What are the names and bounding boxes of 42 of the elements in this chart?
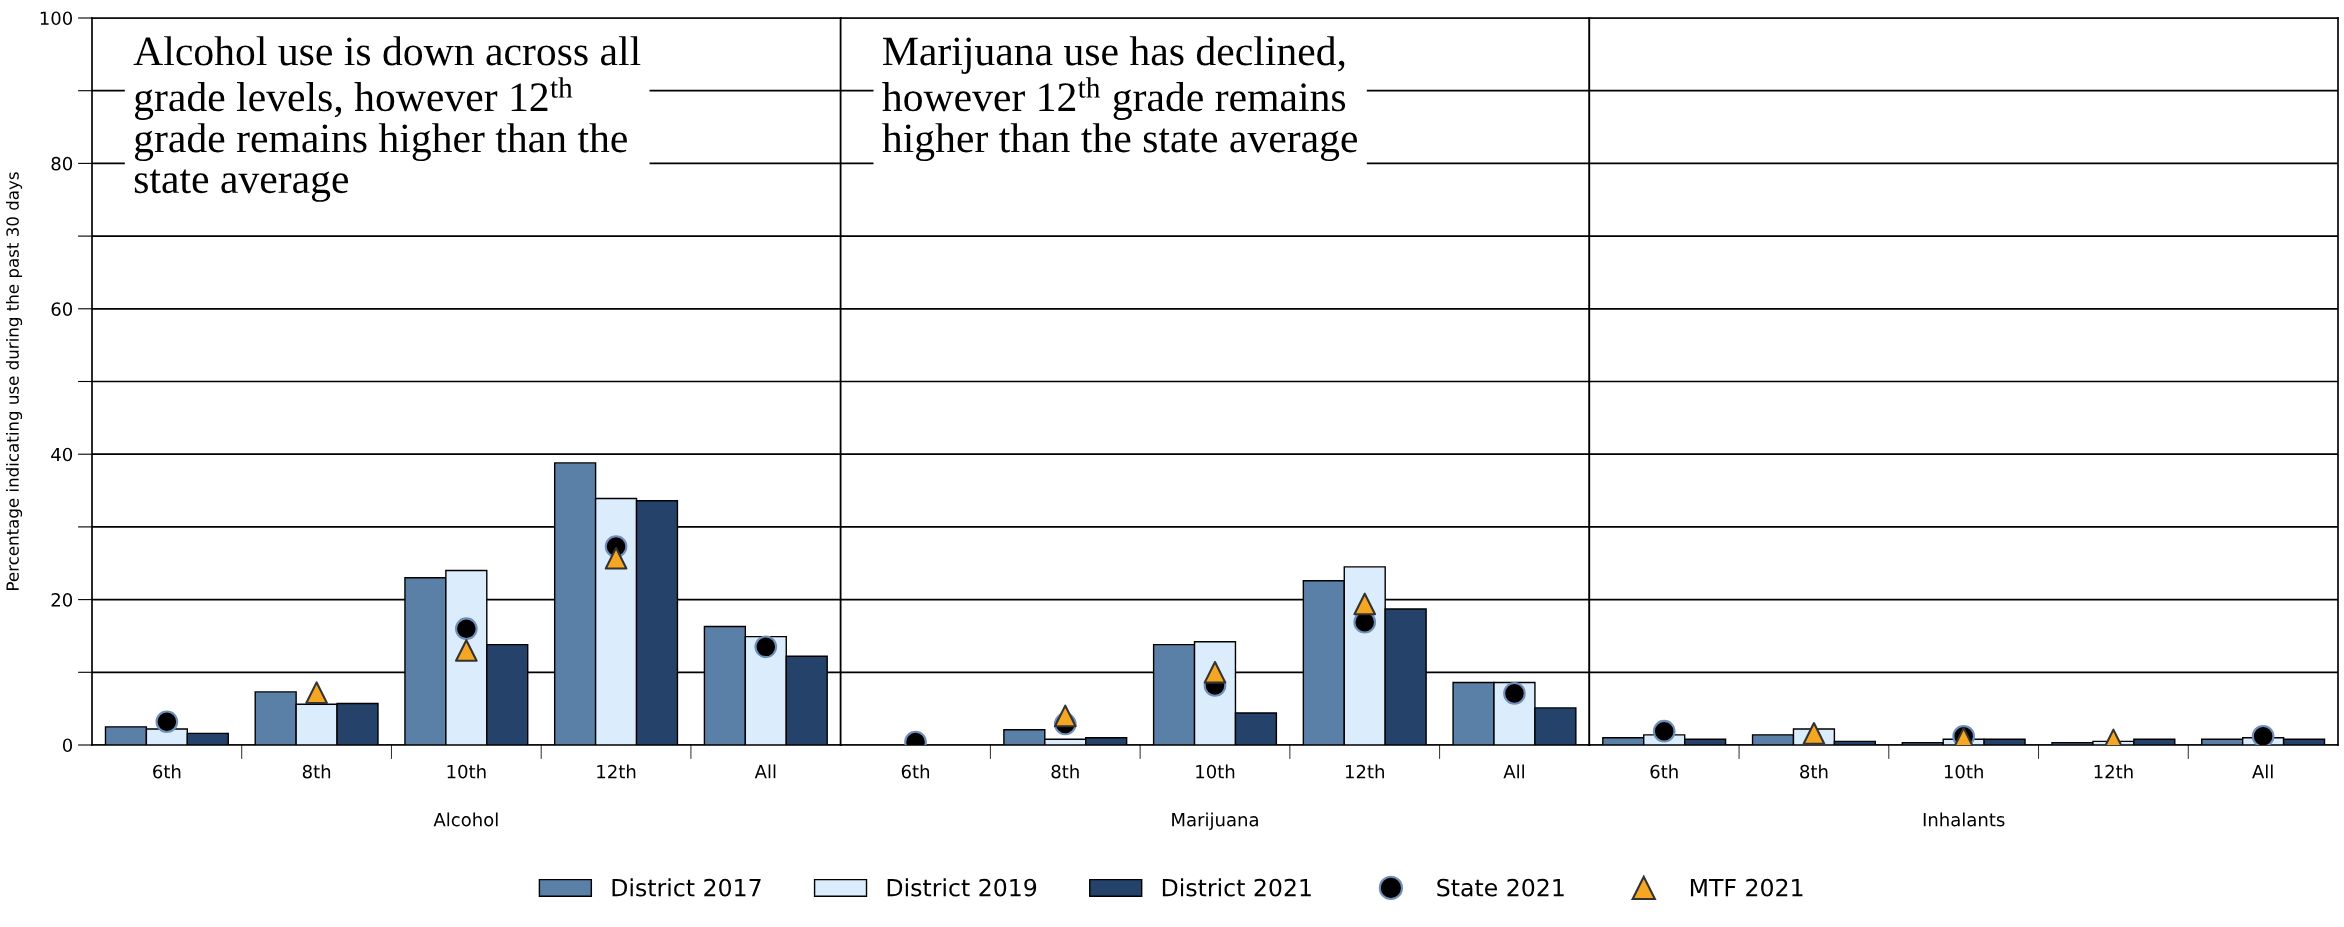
y-tick-label: 80: [51, 156, 73, 171]
y-tick-label: 40: [51, 447, 73, 462]
annotation: Alcohol use is down across all grade levels, however 12$^{th}$ grade remains higher than the state average: [133, 36, 641, 202]
y-tick-label: 100: [40, 11, 73, 26]
legend-label: State 2021: [1437, 878, 1564, 897]
x-tick-label: 8th: [1051, 764, 1079, 779]
x-tick-label: 6th: [1650, 764, 1678, 779]
legend-label: District 2019: [887, 878, 1037, 897]
point: [1353, 592, 1377, 616]
x-tick-label: All: [754, 764, 776, 779]
legend-label: MTF 2021: [1690, 878, 1803, 897]
y-axis-title: Percentage indicating use during the past 30 days: [5, 172, 23, 590]
x-tick-label: 8th: [1800, 764, 1828, 779]
x-tick-label: 12th: [597, 764, 636, 779]
x-axis-title: Marijuana: [1172, 812, 1258, 830]
x-axis-title: Inhalants: [1923, 812, 2005, 827]
x-tick-label: 12th: [2094, 764, 2133, 779]
point: [604, 546, 628, 570]
legend-label: District 2021: [1162, 878, 1311, 897]
legend-label: District 2017: [612, 878, 761, 897]
x-tick-label: All: [2252, 764, 2273, 779]
y-tick-label: 20: [51, 593, 73, 607]
point: [454, 639, 478, 662]
annotation: Marijuana use has declined, however 12$^{th}$ grade remains higher than the state average: [882, 36, 1358, 162]
x-tick-label: 6th: [901, 764, 930, 779]
x-tick-label: 8th: [302, 764, 331, 779]
x-tick-label: 10th: [447, 764, 486, 779]
y-tick-label: 0: [62, 738, 73, 753]
point: [1203, 660, 1227, 684]
x-tick-label: 10th: [1944, 764, 1983, 779]
point: [1503, 682, 1526, 705]
x-tick-label: 10th: [1196, 764, 1235, 779]
x-axis-title: Alcohol: [433, 812, 498, 827]
y-tick-label: 60: [51, 302, 73, 316]
point: [155, 710, 179, 734]
point: [454, 617, 478, 641]
point: [305, 681, 328, 704]
x-tick-label: 6th: [153, 764, 181, 779]
x-tick-label: 12th: [1345, 764, 1384, 779]
point: [1053, 704, 1077, 728]
x-tick-label: All: [1503, 764, 1524, 779]
point: [754, 635, 778, 659]
